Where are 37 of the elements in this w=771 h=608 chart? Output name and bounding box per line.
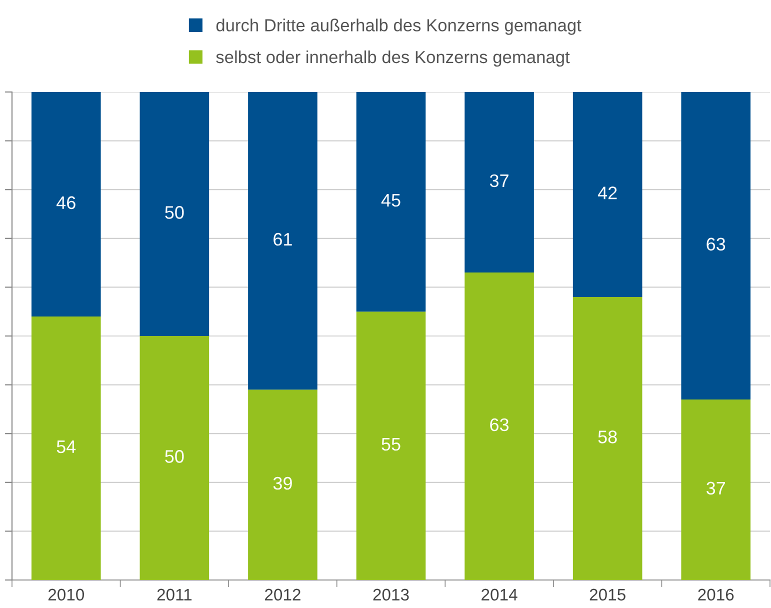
x-tick-label: 2016 xyxy=(698,588,734,601)
bar xyxy=(356,92,426,312)
data-label: 50 xyxy=(165,450,184,463)
data-label: 63 xyxy=(706,238,726,251)
data-label: 63 xyxy=(490,418,509,432)
x-tick-label: 2014 xyxy=(482,588,518,601)
bar xyxy=(140,336,210,580)
data-label: 54 xyxy=(56,440,76,454)
bar xyxy=(572,92,642,297)
data-label: 37 xyxy=(706,482,725,495)
data-label: 61 xyxy=(274,232,292,246)
bar xyxy=(572,296,642,580)
x-tick-label: 2015 xyxy=(590,588,626,601)
bar xyxy=(248,92,318,390)
x-tick-label: 2012 xyxy=(265,588,300,601)
bar xyxy=(31,92,101,316)
x-tick-label: 2013 xyxy=(373,588,409,601)
bar xyxy=(681,92,751,400)
data-label: 50 xyxy=(165,206,184,219)
data-label: 37 xyxy=(490,174,508,188)
legend-label: durch Dritte außerhalb des Konzerns gemanagt xyxy=(216,18,582,35)
bar xyxy=(681,399,751,580)
data-label: 45 xyxy=(381,194,400,207)
bar xyxy=(140,92,210,336)
data-label: 39 xyxy=(273,476,292,490)
data-label: 46 xyxy=(56,196,76,210)
data-label: 58 xyxy=(598,430,617,444)
x-tick-label: 2011 xyxy=(157,588,192,601)
bar xyxy=(464,92,534,273)
data-label: 55 xyxy=(382,438,400,451)
bar xyxy=(356,312,426,580)
bar xyxy=(248,390,318,580)
data-label: 42 xyxy=(598,186,617,200)
legend-label: selbst oder innerhalb des Konzerns gemanagt xyxy=(216,50,570,67)
bar xyxy=(31,316,101,580)
x-tick-label: 2010 xyxy=(48,588,84,601)
bar xyxy=(464,272,534,580)
